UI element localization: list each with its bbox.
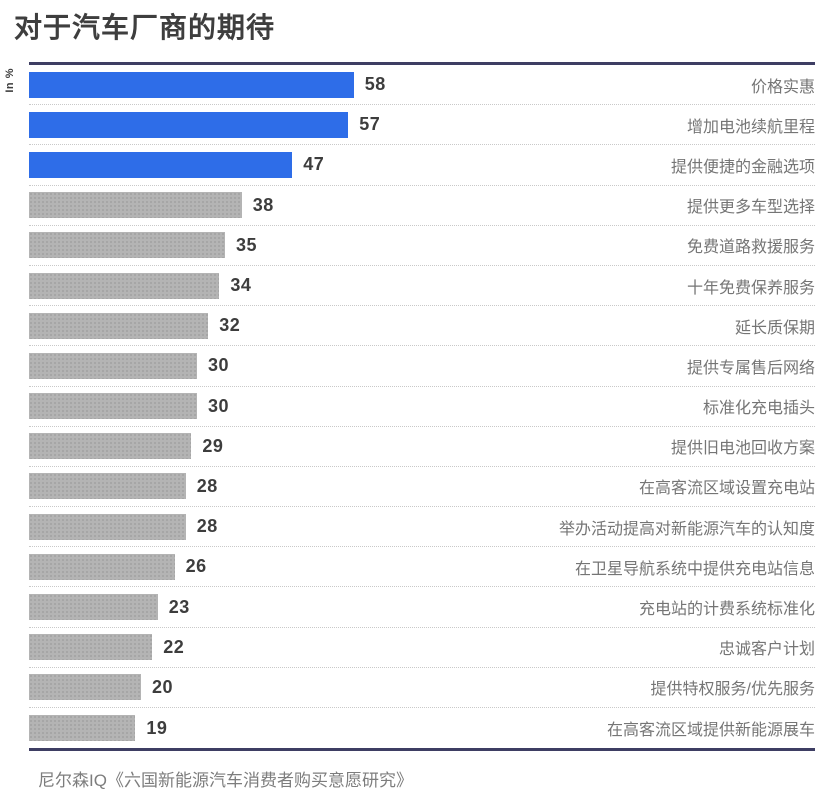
bar-category-label: 十年免费保养服务 — [686, 279, 815, 297]
bar-category-label: 举办活动提高对新能源汽车的认知度 — [558, 520, 815, 538]
bar-value: 34 — [230, 275, 252, 296]
bar-value: 23 — [168, 596, 190, 617]
bar-value: 57 — [359, 114, 381, 135]
axis-unit-label: In % — [4, 68, 16, 93]
bar-category-label: 忠诚客户计划 — [718, 641, 815, 659]
bar-category-label: 价格实惠 — [750, 78, 815, 96]
chart-row: 28 举办活动提高对新能源汽车的认知度 — [29, 507, 815, 548]
bar-category-label: 在高客流区域设置充电站 — [638, 480, 815, 498]
chart-row: 34 十年免费保养服务 — [29, 266, 815, 307]
bar-category-label: 在卫星导航系统中提供充电站信息 — [574, 560, 815, 578]
bar — [29, 674, 141, 701]
bar-category-label: 充电站的计费系统标准化 — [638, 601, 815, 619]
chart-row: 26 在卫星导航系统中提供充电站信息 — [29, 547, 815, 588]
chart-row: 57 增加电池续航里程 — [29, 105, 815, 146]
chart-row: 30 提供专属售后网络 — [29, 346, 815, 387]
bar-category-label: 提供特权服务/优先服务 — [650, 681, 815, 699]
chart-row: 20 提供特权服务/优先服务 — [29, 668, 815, 708]
bar-value: 28 — [196, 475, 218, 496]
bar — [29, 553, 175, 580]
bar-category-label: 增加电池续航里程 — [686, 118, 815, 136]
chart-rows: 58 价格实惠 57 增加电池续航里程 47 提供便捷的金融选项 38 提供更多车型选择 35 免… — [29, 65, 815, 748]
bar-value: 28 — [196, 516, 218, 537]
bar — [29, 352, 197, 379]
bar — [29, 513, 186, 540]
bar-value: 30 — [208, 355, 230, 376]
bar — [29, 473, 186, 500]
bar-category-label: 标准化充电插头 — [702, 400, 815, 418]
chart-row: 47 提供便捷的金融选项 — [29, 145, 815, 186]
chart-row: 35 免费道路救援服务 — [29, 226, 815, 266]
bar-highlighted — [29, 111, 349, 138]
bar — [29, 272, 220, 299]
bar-value: 58 — [364, 74, 386, 95]
bar-value: 35 — [236, 234, 258, 255]
bar-category-label: 免费道路救援服务 — [686, 239, 815, 257]
bar — [29, 312, 209, 339]
bar-category-label: 提供便捷的金融选项 — [670, 158, 815, 176]
bar-value: 19 — [146, 717, 168, 738]
bar — [29, 192, 242, 219]
bar-category-label: 提供旧电池回收方案 — [670, 440, 815, 458]
chart-row: 58 价格实惠 — [29, 65, 815, 106]
bar-chart: In % 58 价格实惠 57 增加电池续航里程 47 提供便捷的金融选项 38 提供更多车型… — [4, 62, 815, 752]
bar-value: 32 — [219, 315, 241, 336]
bar-value: 38 — [252, 194, 274, 215]
bar — [29, 715, 136, 742]
bar — [29, 232, 225, 259]
bar-value: 29 — [202, 435, 224, 456]
bar-category-label: 提供更多车型选择 — [686, 199, 815, 217]
chart-row: 28 在高客流区域设置充电站 — [29, 467, 815, 508]
bar — [29, 393, 197, 420]
chart-row: 32 延长质保期 — [29, 306, 815, 347]
chart-row: 38 提供更多车型选择 — [29, 186, 815, 226]
chart-row: 22 忠诚客户计划 — [29, 628, 815, 668]
bar-highlighted — [29, 151, 293, 178]
bar-category-label: 延长质保期 — [734, 319, 815, 337]
bar — [29, 594, 158, 621]
bar — [29, 634, 153, 661]
bar-value: 26 — [185, 556, 207, 577]
bar-category-label: 提供专属售后网络 — [686, 359, 815, 377]
bar-value: 22 — [163, 636, 185, 657]
bar-value: 20 — [152, 676, 174, 697]
chart-row: 29 提供旧电池回收方案 — [29, 427, 815, 467]
chart-row: 23 充电站的计费系统标准化 — [29, 587, 815, 628]
bar-value: 30 — [208, 395, 230, 416]
bar — [29, 433, 192, 460]
chart-row: 30 标准化充电插头 — [29, 387, 815, 427]
source-note: 尼尔森IQ《六国新能源汽车消费者购买意愿研究》 — [38, 771, 413, 790]
page-title: 对于汽车厂商的期待 — [14, 12, 276, 43]
bar-category-label: 在高客流区域提供新能源展车 — [606, 722, 815, 740]
bar-highlighted — [29, 71, 354, 98]
bar-value: 47 — [303, 154, 325, 175]
chart-row: 19 在高客流区域提供新能源展车 — [29, 708, 815, 748]
